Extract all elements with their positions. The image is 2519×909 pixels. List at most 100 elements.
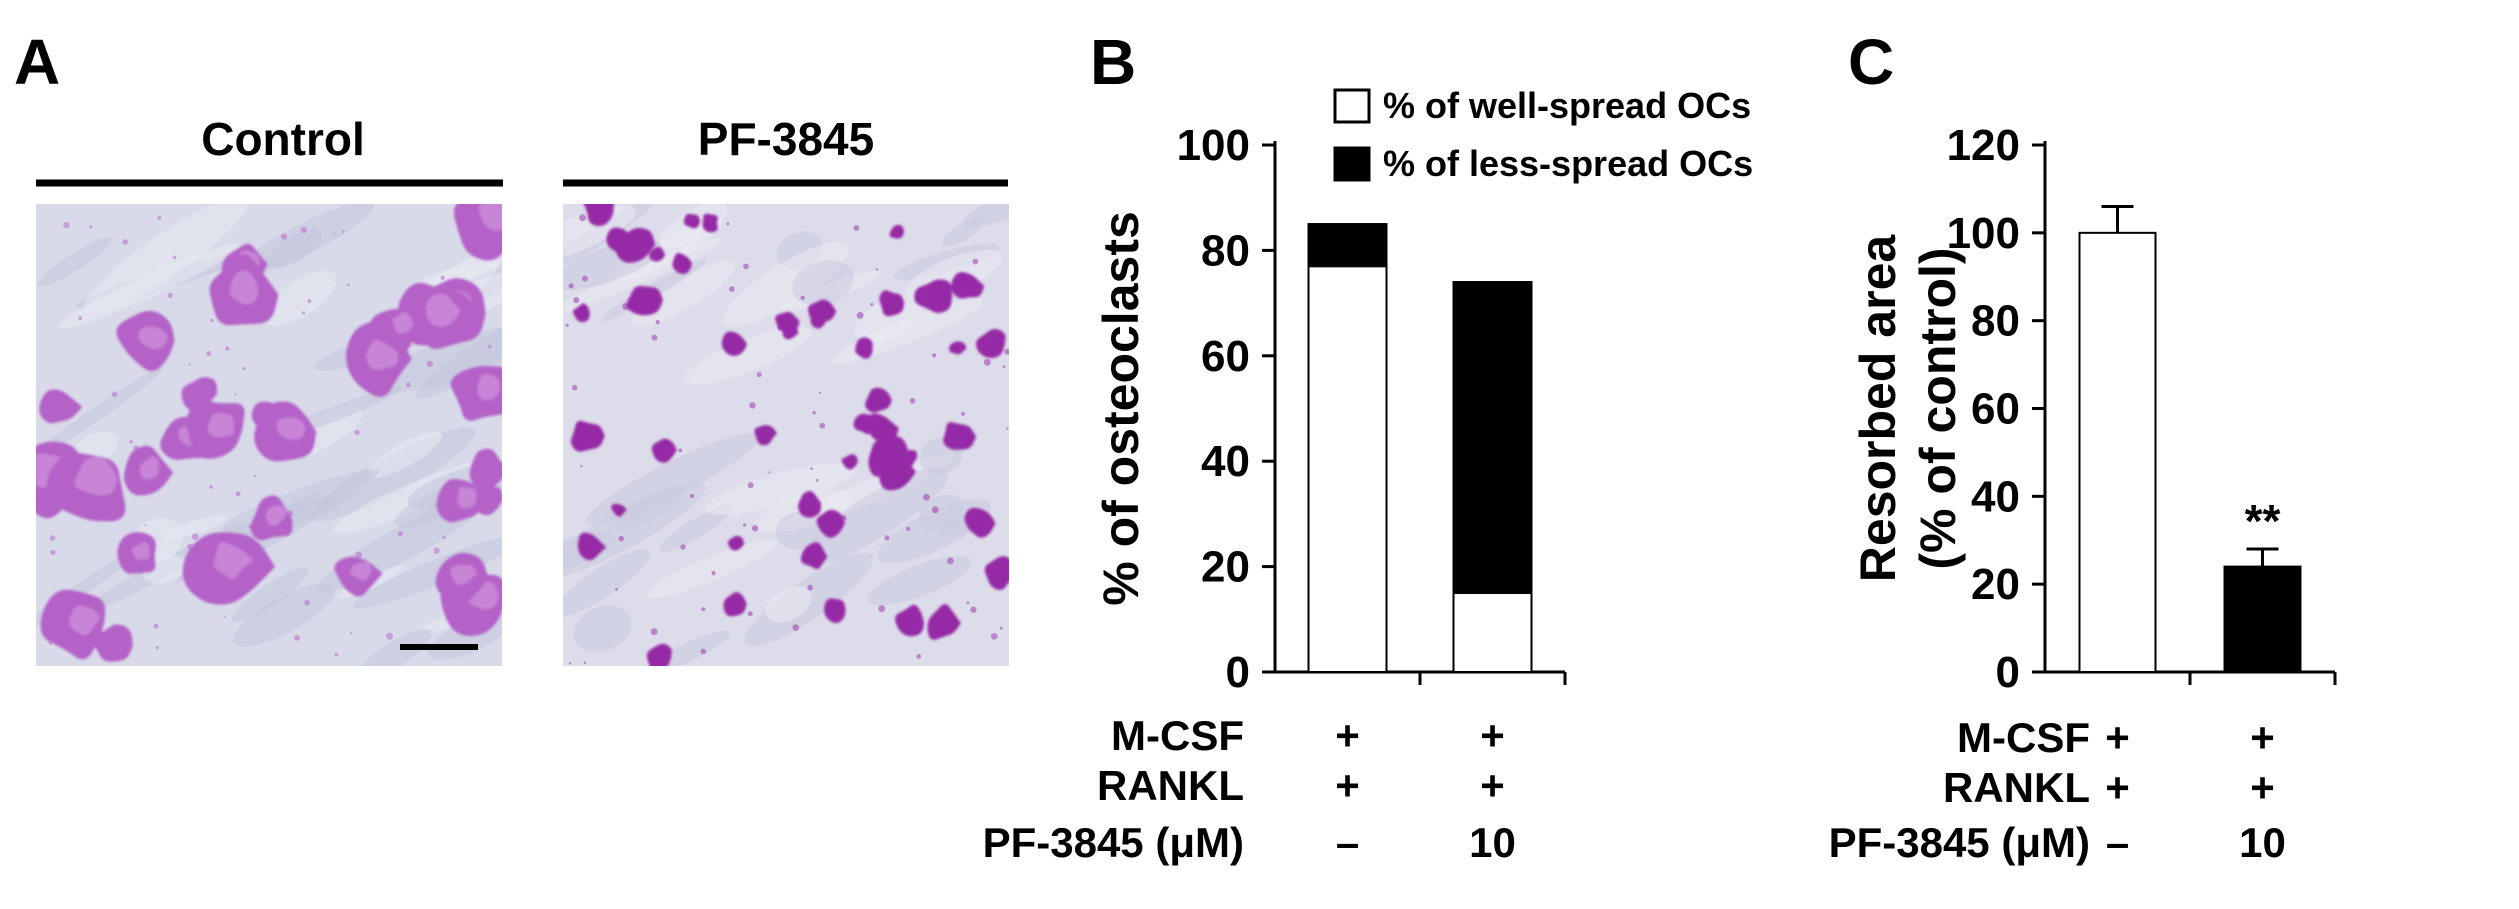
speck (870, 302, 874, 307)
speck (304, 599, 310, 606)
speck (946, 557, 954, 565)
y-tick-label: 20 (1201, 543, 1250, 592)
cell-highlight (131, 542, 150, 560)
speck (747, 611, 753, 617)
speck (932, 353, 937, 358)
speck (580, 464, 583, 468)
speck (680, 544, 686, 550)
osteoclast-cell (798, 490, 822, 518)
osteoclast-cell (651, 438, 677, 463)
substrate-streak (352, 535, 502, 609)
cell-highlight (229, 270, 259, 305)
speck (300, 226, 307, 234)
osteoclast-cell (927, 604, 961, 640)
substrate-streak (563, 549, 651, 617)
bar-segment-well-spread (1452, 591, 1533, 674)
osteoclast-cell (577, 532, 607, 561)
condition-value: + (1335, 762, 1360, 809)
speck (433, 547, 440, 554)
bar (2223, 565, 2302, 673)
condition-value: – (1336, 819, 1359, 866)
speck (253, 474, 257, 477)
cell-highlight (139, 456, 159, 480)
speck (188, 363, 192, 366)
legend-label: % of less-spread OCs (1383, 143, 1753, 184)
speck (990, 633, 998, 640)
speck (923, 493, 930, 501)
bar-segment-well-spread (1307, 265, 1388, 673)
speck (210, 318, 214, 323)
substrate-streak (867, 556, 972, 606)
speck (333, 232, 336, 235)
osteoclast-cell (984, 556, 1009, 590)
speck (89, 225, 93, 229)
substrate-streak (765, 586, 812, 623)
speck (853, 225, 860, 231)
substrate-streak (800, 466, 949, 567)
speck (63, 222, 70, 229)
speck (1006, 427, 1009, 430)
substrate-streak (792, 260, 854, 306)
y-tick-label: 60 (1201, 332, 1250, 381)
speck (242, 366, 246, 371)
osteoclast-cell (583, 204, 614, 227)
condition-value: + (1335, 712, 1360, 759)
substrate-streak (775, 511, 820, 550)
speck (615, 588, 618, 591)
y-tick-label: 40 (1971, 472, 2020, 521)
speck (155, 646, 159, 650)
speck (442, 536, 446, 540)
y-axis-title: % of osteoclasts (1093, 211, 1149, 606)
speck (906, 526, 911, 531)
panel-a-control-header: Control (201, 113, 365, 165)
osteoclast-cell (626, 285, 663, 316)
substrate-streak (659, 505, 733, 553)
speck (568, 283, 574, 289)
speck (172, 255, 177, 260)
osteoclast-cell (469, 448, 502, 489)
speck (856, 311, 864, 319)
y-tick-label: 0 (1996, 648, 2020, 697)
speck (792, 624, 800, 631)
panel-a-pf3845-header: PF-3845 (698, 113, 874, 165)
speck (726, 222, 730, 226)
legend-label: % of well-spread OCs (1383, 85, 1751, 126)
speck (50, 549, 56, 556)
speck (122, 239, 129, 245)
osteoclast-cell (801, 542, 828, 570)
speck (728, 286, 735, 292)
legend-swatch (1333, 88, 1371, 124)
panel-a-letter: A (14, 26, 60, 98)
y-axis-title: Resorbed area (1850, 234, 1906, 583)
condition-value: + (1480, 762, 1505, 809)
speck (966, 601, 970, 605)
speck (678, 448, 683, 453)
y-tick-label: 40 (1201, 437, 1250, 486)
cell-highlight (68, 605, 101, 636)
condition-value: 10 (2239, 819, 2286, 866)
panel-c-letter: C (1848, 26, 1894, 98)
condition-label: M-CSF (1957, 714, 2090, 761)
speck (573, 297, 580, 304)
substrate-streak (83, 204, 250, 314)
substrate-streak (232, 567, 309, 622)
y-tick-label: 120 (1947, 121, 2020, 170)
substrate-streak (854, 294, 924, 344)
speck (144, 524, 147, 527)
osteoclast-cell (39, 389, 83, 424)
cell-highlight (392, 312, 414, 334)
substrate-streak (36, 366, 164, 456)
condition-value: + (2250, 764, 2275, 811)
substrate-streak (352, 628, 432, 666)
speck (153, 623, 159, 629)
osteoclast-cell (948, 341, 967, 355)
speck (78, 316, 83, 321)
speck (931, 506, 939, 514)
speck (583, 661, 587, 665)
speck (884, 535, 890, 541)
speck (334, 652, 339, 657)
y-axis-title-line2: (% of control) (1910, 247, 1966, 569)
speck (191, 533, 199, 540)
substrate-streak (684, 326, 812, 385)
